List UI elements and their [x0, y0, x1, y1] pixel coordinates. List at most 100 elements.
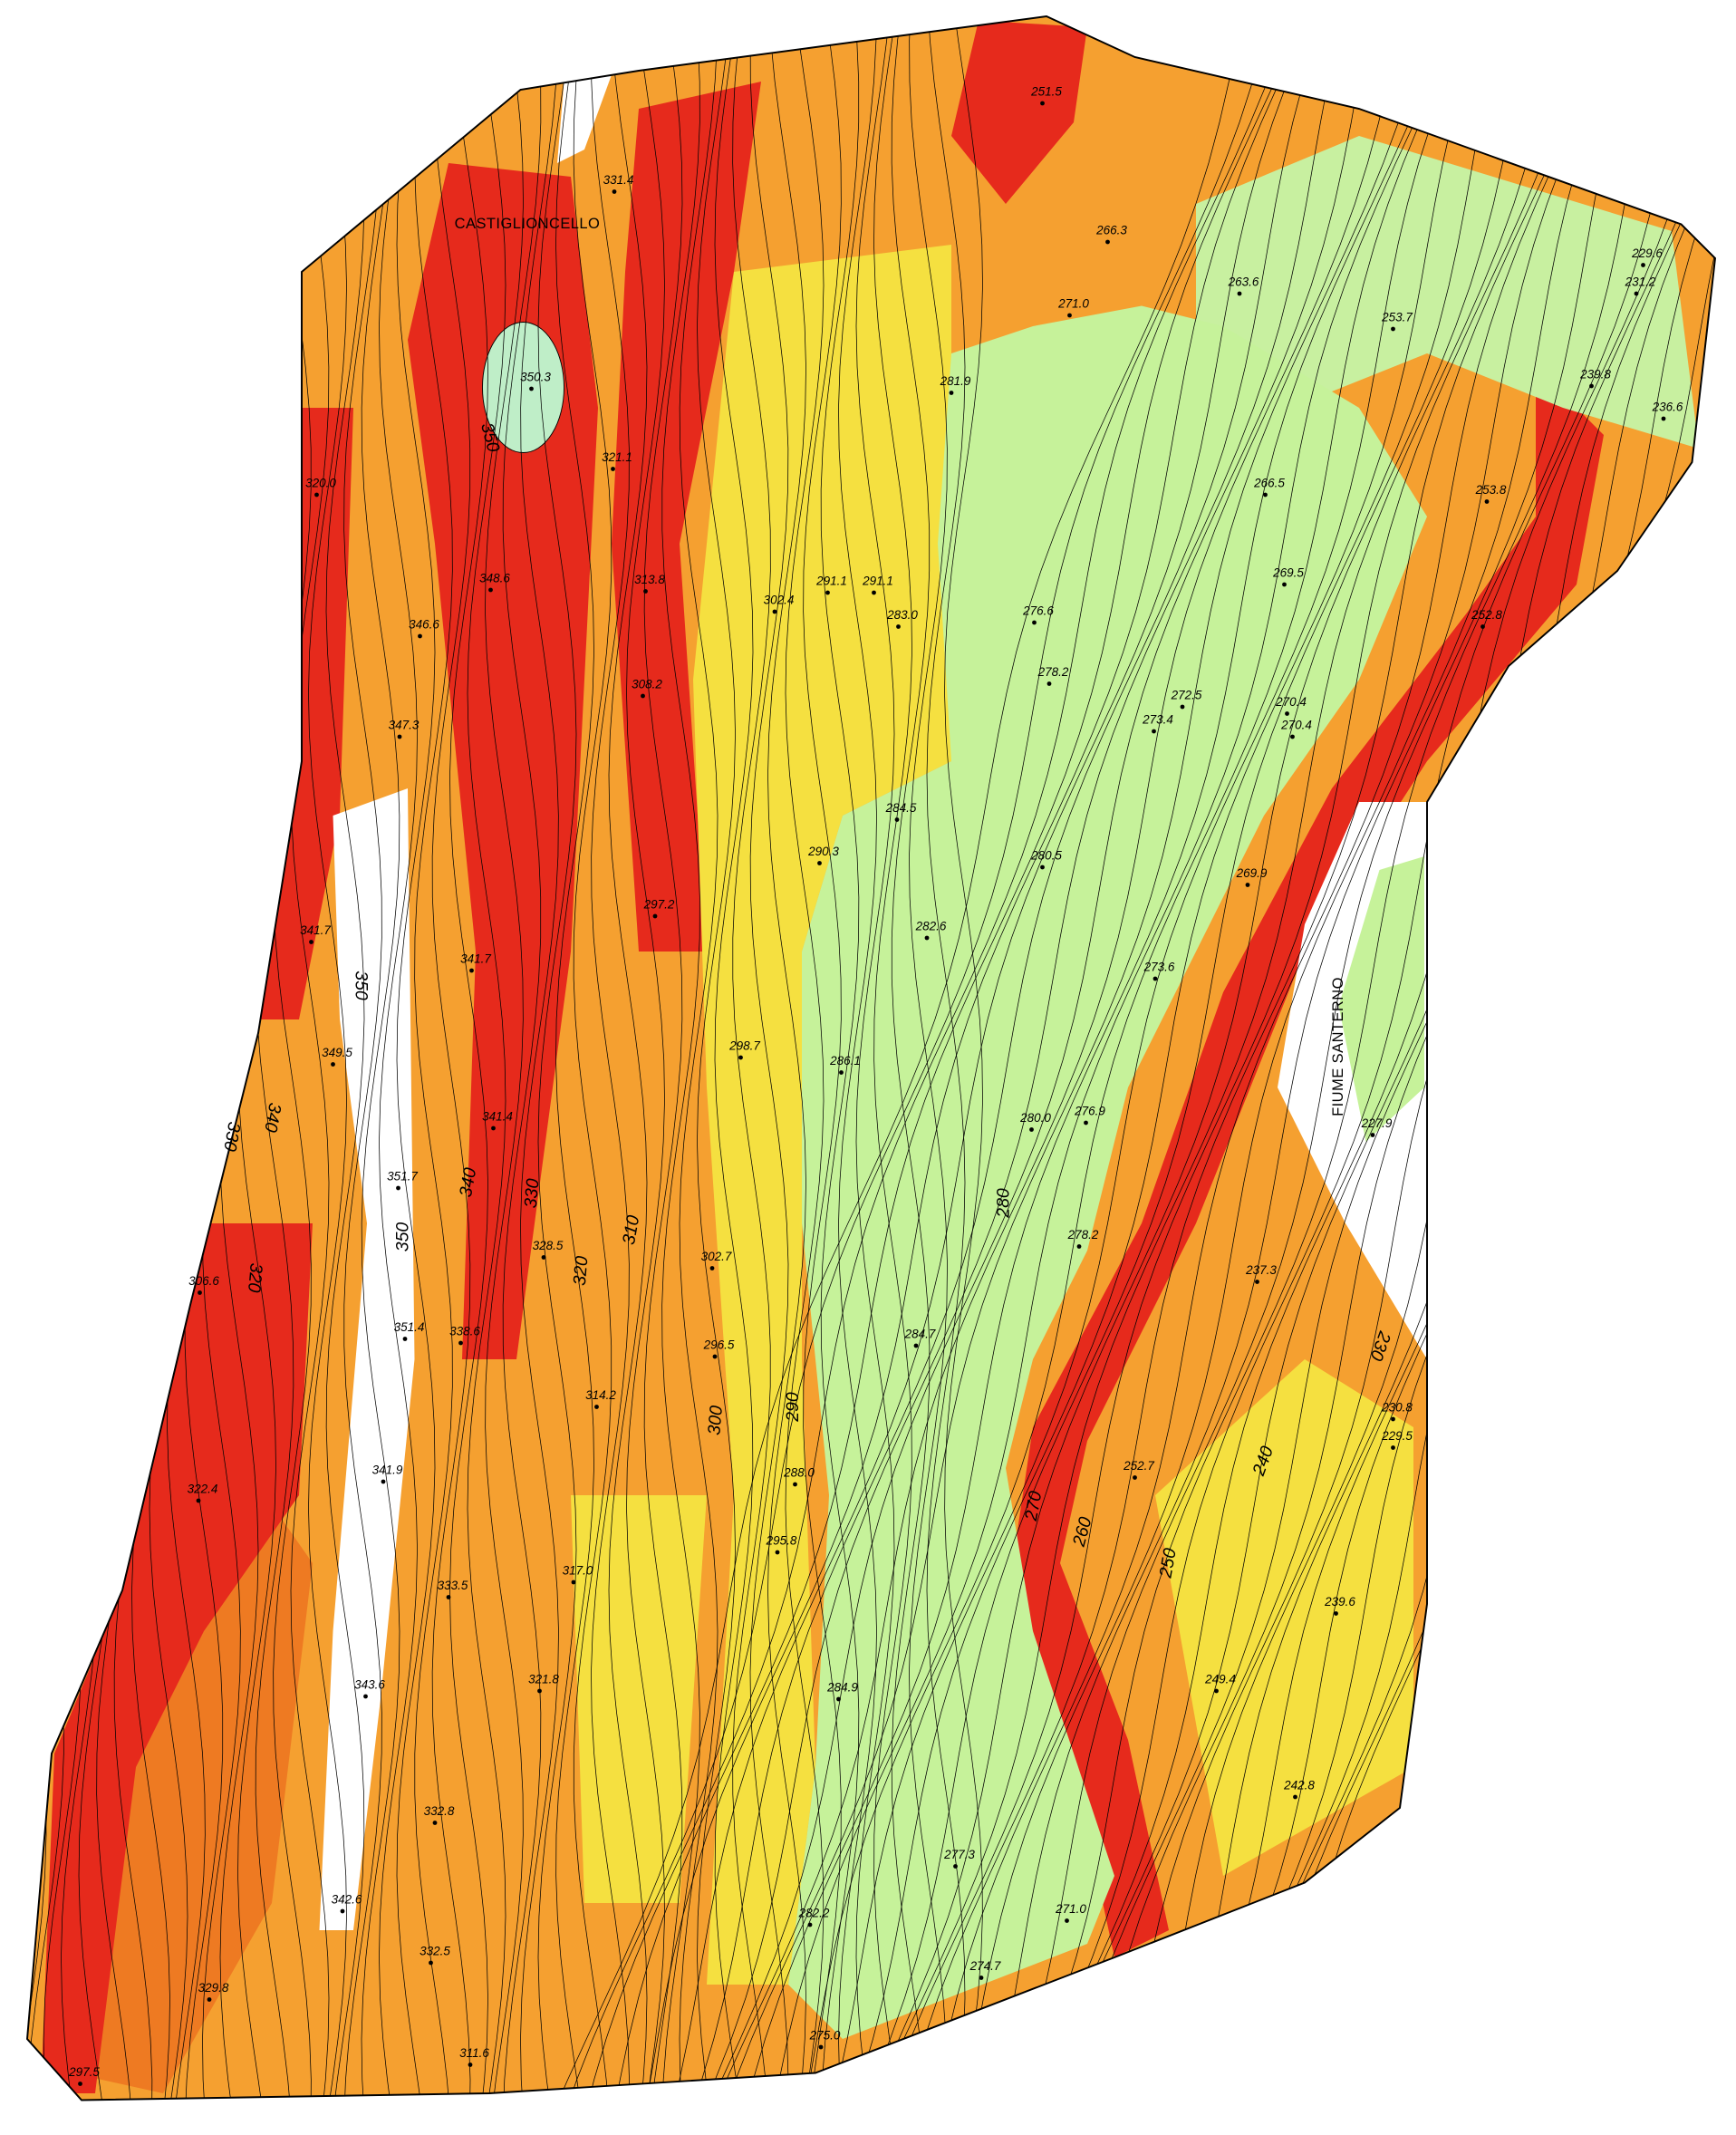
contour-label: 280	[994, 1188, 1014, 1219]
spot-height: 239.8	[1579, 368, 1611, 382]
spot-point	[1032, 621, 1037, 625]
spot-point	[1040, 865, 1045, 870]
spot-height: 273.6	[1143, 961, 1175, 974]
spot-point	[1290, 735, 1295, 739]
spot-height: 253.8	[1475, 483, 1507, 497]
spot-point	[1067, 314, 1072, 318]
spot-point	[537, 1689, 542, 1694]
spot-point	[1077, 1244, 1082, 1249]
spot-height: 341.9	[372, 1464, 403, 1477]
spot-height: 288.0	[783, 1466, 815, 1480]
spot-height: 332.5	[420, 1945, 450, 1958]
spot-height: 341.4	[482, 1110, 513, 1124]
spot-height: 280.0	[1019, 1111, 1051, 1125]
spot-point	[641, 694, 645, 699]
spot-height: 347.3	[389, 719, 420, 732]
spot-point	[612, 189, 617, 194]
spot-point	[1153, 977, 1158, 981]
spot-point	[331, 1062, 335, 1067]
spot-height: 242.8	[1283, 1779, 1315, 1792]
spot-point	[1391, 1445, 1395, 1450]
spot-point	[1662, 417, 1666, 421]
spot-height: 270.4	[1280, 719, 1312, 732]
spot-height: 297.5	[68, 2065, 100, 2079]
spot-height: 286.1	[829, 1054, 861, 1068]
spot-point	[197, 1499, 201, 1503]
spot-point	[1152, 729, 1156, 734]
spot-height: 308.2	[632, 678, 662, 691]
spot-height: 320.0	[305, 477, 336, 490]
spot-point	[713, 1355, 718, 1359]
spot-height: 338.6	[449, 1325, 480, 1338]
spot-point	[738, 1056, 743, 1060]
spot-height: 329.8	[198, 1981, 229, 1995]
place-name: CASTIGLIONCELLO	[455, 216, 601, 232]
spot-point	[836, 1697, 841, 1702]
spot-point	[979, 1976, 984, 1980]
spot-height: 297.2	[643, 898, 675, 912]
spot-point	[1133, 1475, 1137, 1480]
spot-point	[1589, 384, 1594, 389]
spot-height: 252.7	[1123, 1459, 1154, 1473]
spot-height: 349.5	[322, 1046, 352, 1059]
spot-height: 227.9	[1361, 1116, 1393, 1130]
spot-height: 272.5	[1171, 689, 1202, 702]
spot-point	[1246, 883, 1250, 887]
spot-height: 276.6	[1022, 604, 1054, 618]
spot-point	[207, 1997, 212, 2002]
spot-point	[488, 588, 493, 593]
spot-height: 280.5	[1030, 849, 1062, 863]
spot-height: 236.6	[1652, 401, 1683, 414]
spot-height: 237.3	[1245, 1263, 1277, 1277]
spot-height: 333.5	[438, 1579, 468, 1592]
spot-point	[1391, 327, 1395, 332]
spot-height: 253.7	[1381, 311, 1413, 324]
spot-point	[491, 1126, 496, 1131]
map: CASTIGLIONCELLOFIUME SANTERNO331.4251.52…	[0, 0, 1736, 2135]
spot-height: 343.6	[354, 1678, 385, 1692]
spot-height: 274.7	[969, 1959, 1001, 1973]
spot-point	[1029, 1127, 1034, 1132]
spot-height: 269.9	[1236, 866, 1268, 880]
spot-point	[403, 1337, 408, 1341]
spot-height: 291.1	[862, 575, 893, 588]
spot-point	[363, 1695, 368, 1699]
spot-height: 346.6	[409, 618, 439, 632]
spot-point	[1285, 711, 1289, 716]
spot-point	[653, 914, 658, 919]
spot-height: 342.6	[332, 1893, 362, 1907]
contour-line	[8, 0, 46, 2121]
contour-label: 320	[244, 1262, 266, 1293]
contour-label: 350	[351, 971, 371, 1000]
spot-point	[572, 1580, 576, 1585]
spot-point	[1282, 583, 1287, 587]
spot-height: 306.6	[188, 1274, 219, 1288]
spot-height: 266.3	[1095, 224, 1127, 237]
spot-point	[396, 1186, 400, 1191]
spot-point	[429, 1961, 433, 1966]
spot-point	[78, 2082, 82, 2086]
spot-point	[529, 387, 534, 391]
spot-height: 231.2	[1625, 275, 1656, 289]
spot-height: 331.4	[603, 173, 634, 187]
spot-point	[468, 2063, 473, 2067]
spot-height: 270.4	[1275, 695, 1307, 709]
spot-height: 314.2	[585, 1388, 616, 1402]
contour-label: 290	[783, 1392, 803, 1423]
spot-point	[198, 1290, 202, 1295]
page: {"labels": { "places": ["CASTIGLIONCELLO…	[0, 0, 1736, 2135]
spot-height: 317.0	[563, 1564, 593, 1578]
spot-height: 295.8	[766, 1534, 797, 1548]
spot-point	[817, 861, 822, 865]
spot-point	[1263, 493, 1268, 498]
spot-point	[793, 1483, 797, 1487]
spot-point	[381, 1480, 386, 1484]
spot-height: 263.6	[1228, 275, 1259, 289]
spot-point	[1065, 1918, 1069, 1923]
spot-height: 290.3	[807, 845, 839, 858]
spot-height: 322.4	[188, 1483, 218, 1496]
spot-point	[872, 591, 876, 595]
spot-point	[309, 940, 313, 944]
spot-height: 351.4	[394, 1320, 425, 1334]
spot-point	[469, 969, 474, 973]
